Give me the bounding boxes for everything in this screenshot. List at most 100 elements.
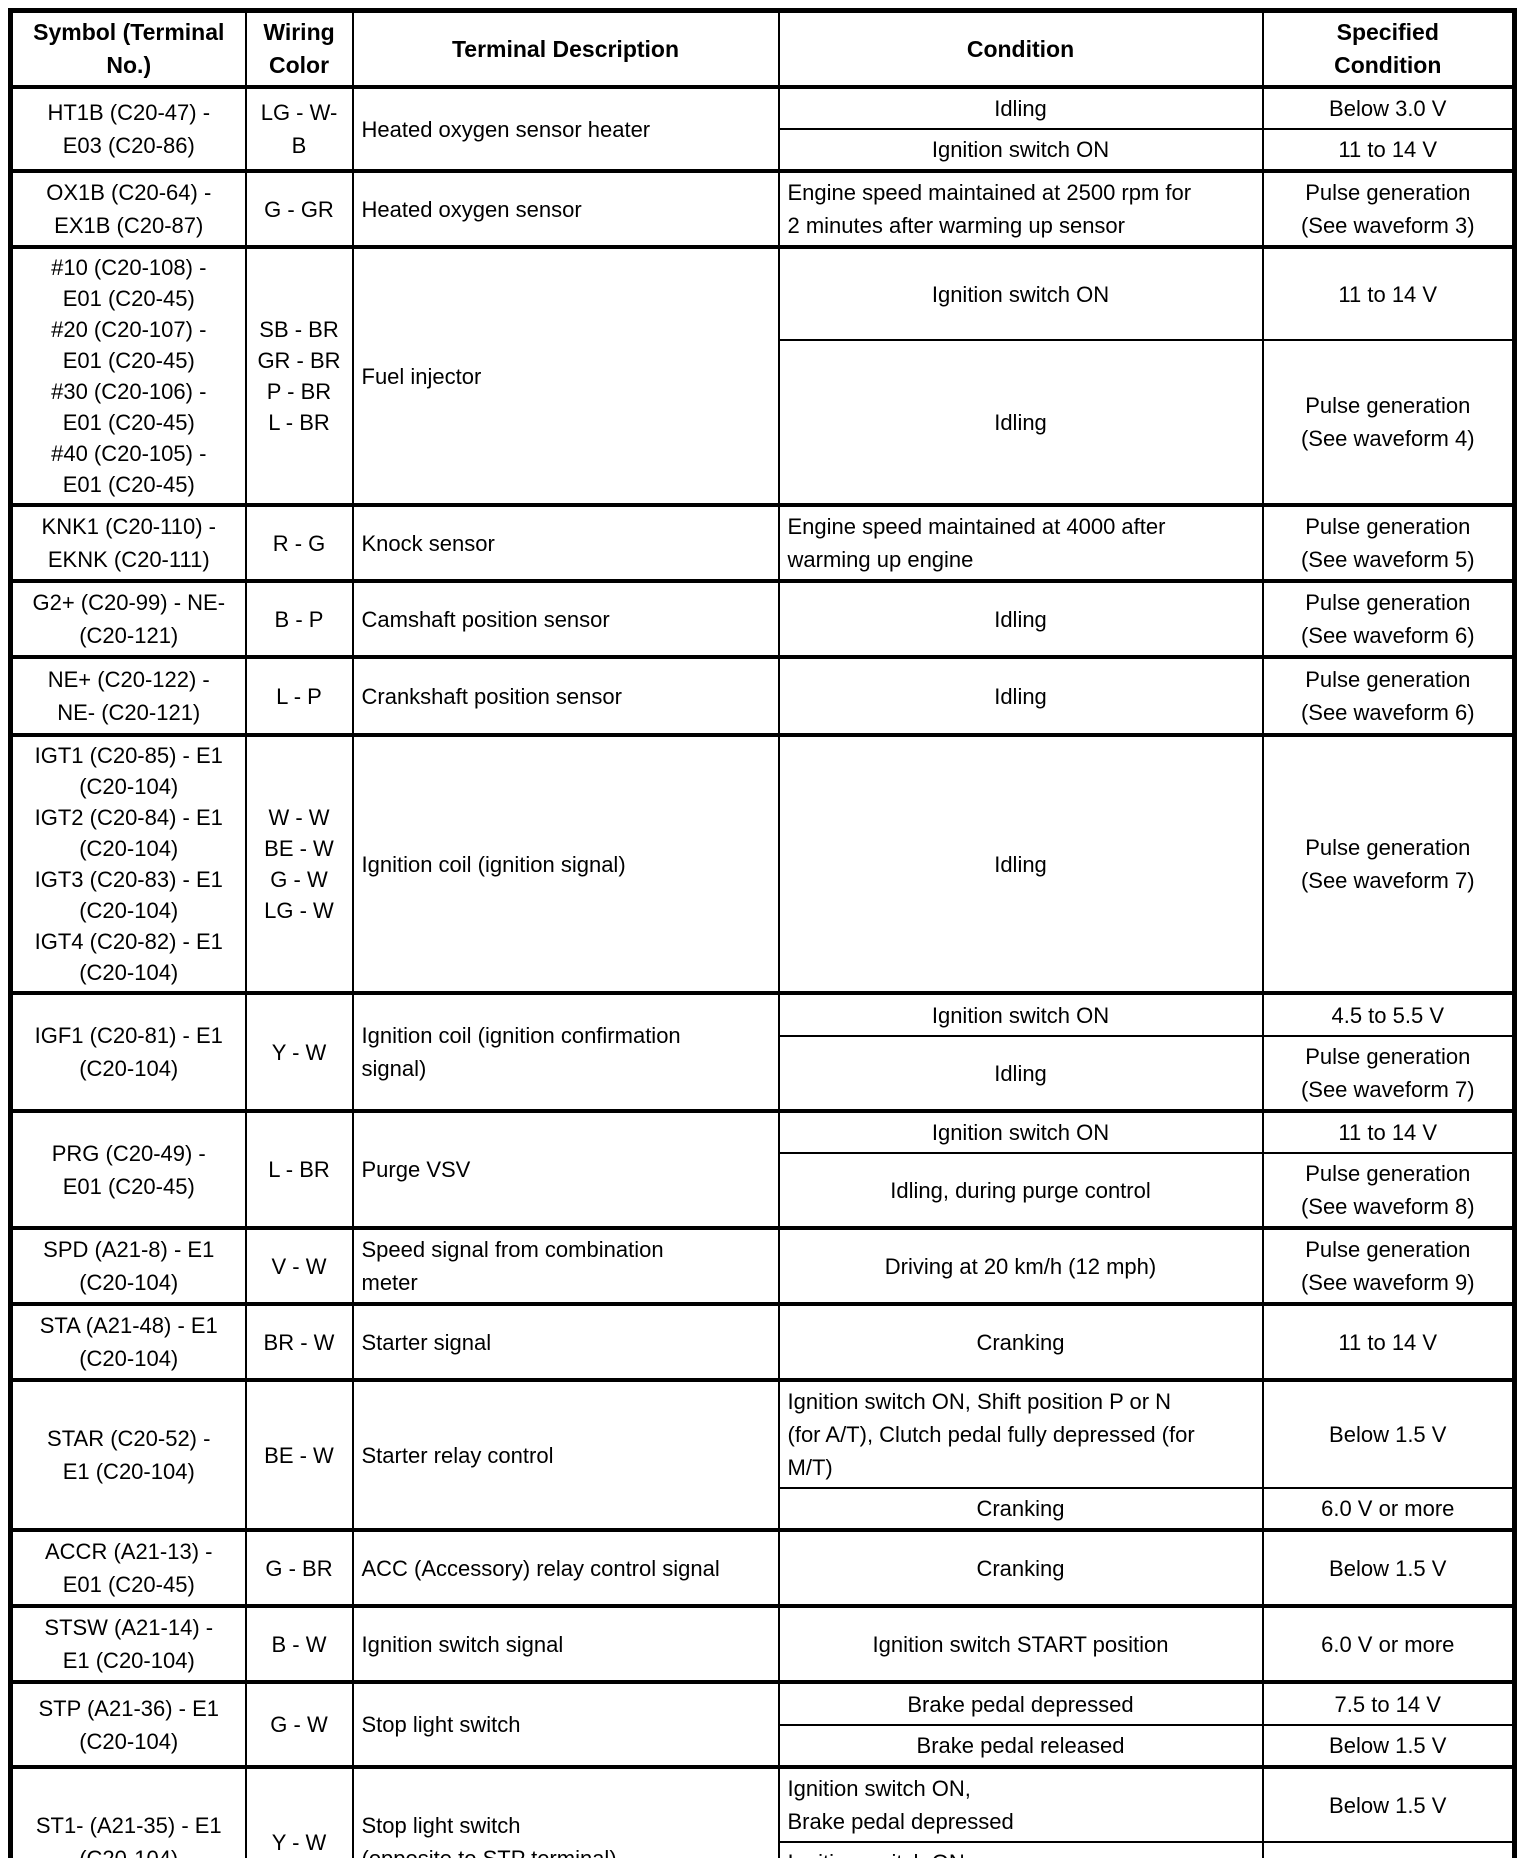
condition-cell: Cranking [777,1528,1264,1607]
description-cell: Starter signal [351,1302,780,1381]
specified-condition-cell: Below 1.5 V [1261,1528,1516,1607]
header-specified-condition: Specified Condition [1261,9,1516,89]
specified-condition-cell: 11 to 14 V [1261,1109,1516,1154]
condition-cell: Engine speed maintained at 4000 after wa… [777,503,1264,582]
specified-condition-cell: Pulse generation (See waveform 9) [1261,1226,1516,1305]
specified-condition-cell: Below 1.5 V [1261,1724,1516,1768]
table-row: KNK1 (C20-110) - EKNK (C20-111) R - G Kn… [9,503,1516,582]
specified-condition-cell: 7.5 to 14 V [1261,1680,1516,1726]
wiring-color-cell: R - G [244,503,354,582]
specified-condition-cell: Below 1.5 V [1261,1765,1516,1843]
table-row: STP (A21-36) - E1 (C20-104) G - W Stop l… [9,1680,1516,1768]
description-cell: Speed signal from combination meter [351,1226,780,1305]
table-row: #10 (C20-108) - E01 (C20-45) #20 (C20-10… [9,244,1516,506]
condition-cell: Idling [777,85,1264,130]
table-row: STA (A21-48) - E1 (C20-104) BR - W Start… [9,1302,1516,1381]
condition-cell: Brake pedal depressed [777,1680,1264,1726]
wiring-color-cell: BE - W [244,1378,354,1531]
symbol-cell: KNK1 (C20-110) - EKNK (C20-111) [9,503,247,582]
condition-cell: Ignition switch ON [777,244,1264,342]
symbol-cell: ACCR (A21-13) - E01 (C20-45) [9,1528,247,1607]
condition-cell: Cranking [777,1302,1264,1381]
wiring-color-cell: LG - W-B [244,85,354,172]
specified-condition-cell: 7.5 to 14 V [1261,1841,1516,1858]
table-row: STAR (C20-52) - E1 (C20-104) BE - W Star… [9,1378,1516,1531]
table-row: ST1- (A21-35) - E1 (C20-104) Y - W Stop … [9,1765,1516,1858]
description-cell: Ignition coil (ignition confirmation sig… [351,991,780,1112]
wiring-color-cell: B - P [244,579,354,658]
specified-condition-cell: Below 3.0 V [1261,85,1516,130]
specified-condition-cell: 11 to 14 V [1261,244,1516,342]
specified-condition-cell: Pulse generation (See waveform 4) [1261,339,1516,506]
wiring-color-cell: G - BR [244,1528,354,1607]
description-cell: Crankshaft position sensor [351,655,780,736]
condition-cell: Ignition switch ON [777,1109,1264,1154]
symbol-cell: HT1B (C20-47) - E03 (C20-86) [9,85,247,172]
description-cell: Stop light switch [351,1680,780,1768]
table-row: HT1B (C20-47) - E03 (C20-86) LG - W-B He… [9,85,1516,172]
specified-condition-cell: 6.0 V or more [1261,1604,1516,1683]
wiring-color-cell: W - W BE - W G - W LG - W [244,733,354,994]
condition-cell: Idling [777,339,1264,506]
wiring-color-cell: V - W [244,1226,354,1305]
header-symbol: Symbol (Terminal No.) [9,9,247,89]
symbol-cell: IGT1 (C20-85) - E1 (C20-104) IGT2 (C20-8… [9,733,247,994]
table-row: NE+ (C20-122) - NE- (C20-121) L - P Cran… [9,655,1516,736]
table-row: ACCR (A21-13) - E01 (C20-45) G - BR ACC … [9,1528,1516,1607]
table-row: PRG (C20-49) - E01 (C20-45) L - BR Purge… [9,1109,1516,1229]
symbol-cell: STSW (A21-14) - E1 (C20-104) [9,1604,247,1683]
terminal-spec-table: Symbol (Terminal No.) Wiring Color Termi… [8,8,1517,1858]
specified-condition-cell: Pulse generation (See waveform 6) [1261,579,1516,658]
symbol-cell: G2+ (C20-99) - NE- (C20-121) [9,579,247,658]
wiring-color-cell: Y - W [244,991,354,1112]
description-cell: Heated oxygen sensor heater [351,85,780,172]
table-row: IGT1 (C20-85) - E1 (C20-104) IGT2 (C20-8… [9,733,1516,994]
condition-cell: Ignition switch START position [777,1604,1264,1683]
condition-cell: Idling [777,1035,1264,1112]
symbol-cell: #10 (C20-108) - E01 (C20-45) #20 (C20-10… [9,245,247,506]
condition-cell: Cranking [777,1487,1264,1531]
table-subrow: Cranking 6.0 V or more [11,1487,1516,1531]
description-cell: Starter relay control [351,1378,780,1531]
table-subrow: Idling, during purge control Pulse gener… [11,1152,1516,1229]
table-subrow: Idling Pulse generation (See waveform 7) [11,1035,1516,1112]
specified-condition-cell: Pulse generation (See waveform 3) [1261,169,1516,248]
specified-condition-cell: 11 to 14 V [1261,1302,1516,1381]
condition-cell: Ignition switch ON, Shift position P or … [777,1378,1264,1489]
condition-cell: Idling, during purge control [777,1152,1264,1229]
specified-condition-cell: Pulse generation (See waveform 7) [1261,1035,1516,1112]
specified-condition-cell: Pulse generation (See waveform 6) [1261,655,1516,736]
condition-cell: Ignition switch ON, Brake pedal released [777,1841,1264,1858]
wiring-color-cell: BR - W [244,1302,354,1381]
wiring-color-cell: L - P [244,655,354,736]
table-row: IGF1 (C20-81) - E1 (C20-104) Y - W Ignit… [9,991,1516,1112]
wiring-color-cell: SB - BR GR - BR P - BR L - BR [244,245,354,506]
condition-cell: Ignition switch ON [777,991,1264,1037]
table-row: G2+ (C20-99) - NE- (C20-121) B - P Camsh… [9,579,1516,658]
wiring-color-cell: G - GR [244,169,354,248]
description-cell: Fuel injector [351,245,780,506]
symbol-cell: STAR (C20-52) - E1 (C20-104) [9,1378,247,1531]
header-condition: Condition [777,9,1264,89]
wiring-color-cell: G - W [244,1680,354,1768]
description-cell: Heated oxygen sensor [351,169,780,248]
condition-cell: Ignition switch ON, Brake pedal depresse… [777,1765,1264,1843]
condition-cell: Idling [777,579,1264,658]
wiring-color-cell: L - BR [244,1109,354,1229]
symbol-cell: OX1B (C20-64) - EX1B (C20-87) [9,169,247,248]
description-cell: ACC (Accessory) relay control signal [351,1528,780,1607]
wiring-color-cell: B - W [244,1604,354,1683]
condition-cell: Brake pedal released [777,1724,1264,1768]
table-subrow: Ignition switch ON, Brake pedal released… [11,1841,1516,1858]
specified-condition-cell: 11 to 14 V [1261,128,1516,172]
table-subrow: Ignition switch ON 11 to 14 V [11,128,1516,172]
condition-cell: Driving at 20 km/h (12 mph) [777,1226,1264,1305]
specified-condition-cell: Below 1.5 V [1261,1378,1516,1489]
table-row: SPD (A21-8) - E1 (C20-104) V - W Speed s… [9,1226,1516,1305]
specified-condition-cell: 6.0 V or more [1261,1487,1516,1531]
description-cell: Camshaft position sensor [351,579,780,658]
header-wiring-color: Wiring Color [244,9,354,89]
symbol-cell: NE+ (C20-122) - NE- (C20-121) [9,655,247,736]
header-row: Symbol (Terminal No.) Wiring Color Termi… [9,9,1516,89]
